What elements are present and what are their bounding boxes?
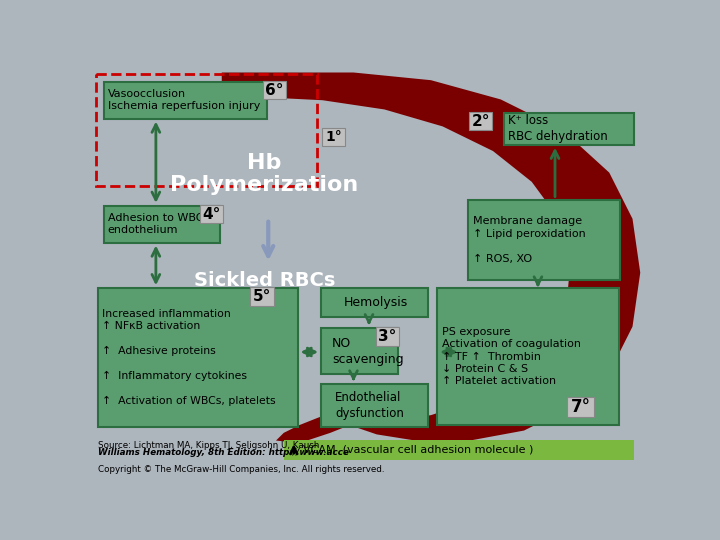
FancyBboxPatch shape [104,206,220,242]
Text: Williams Hematology, 8th Edition: http://www.acce: Williams Hematology, 8th Edition: http:/… [98,448,348,457]
FancyBboxPatch shape [376,327,399,346]
FancyBboxPatch shape [251,287,274,306]
FancyBboxPatch shape [263,81,286,99]
Text: 2°: 2° [472,113,490,129]
FancyBboxPatch shape [321,288,428,318]
Text: PS exposure
Activation of coagulation
↑ TF ↑  Thrombin
↓ Protein C & S
↑ Platele: PS exposure Activation of coagulation ↑ … [442,327,581,387]
FancyBboxPatch shape [98,288,297,427]
FancyBboxPatch shape [104,82,266,119]
Text: Vasoocclusion
Ischemia reperfusion injury: Vasoocclusion Ischemia reperfusion injur… [108,90,260,111]
Text: Hb
Polymerization: Hb Polymerization [170,153,359,195]
FancyBboxPatch shape [504,112,634,145]
FancyBboxPatch shape [469,112,492,130]
FancyBboxPatch shape [200,205,223,224]
Text: Endothelial
dysfunction: Endothelial dysfunction [335,391,404,420]
FancyBboxPatch shape [468,200,620,280]
Text: Increased inflammation
↑ NFκB activation

↑  Adhesive proteins

↑  Inflammatory : Increased inflammation ↑ NFκB activation… [102,309,276,406]
Text: Source: Lichtman MA, Kipps TJ, Seligsohn U, Kaush: Source: Lichtman MA, Kipps TJ, Seligsohn… [98,441,319,450]
Text: 3°: 3° [379,329,397,344]
Text: 4°: 4° [202,207,221,222]
FancyBboxPatch shape [567,397,594,417]
FancyBboxPatch shape [322,128,345,146]
Polygon shape [222,72,640,441]
Text: Hemolysis: Hemolysis [344,296,408,309]
Text: 7°: 7° [570,397,590,416]
Text: 6°: 6° [265,83,284,98]
Text: VCAM  (vascular cell adhesion molecule ): VCAM (vascular cell adhesion molecule ) [303,445,534,455]
FancyBboxPatch shape [321,384,428,427]
FancyBboxPatch shape [437,288,618,425]
Text: NO
scavenging: NO scavenging [332,337,403,366]
Text: Copyright © The McGraw-Hill Companies, Inc. All rights reserved.: Copyright © The McGraw-Hill Companies, I… [98,465,384,474]
FancyBboxPatch shape [321,328,398,374]
Text: Sickled RBCs: Sickled RBCs [194,271,335,290]
Text: K⁺ loss
RBC dehydration: K⁺ loss RBC dehydration [508,114,608,143]
Text: Membrane damage
↑ Lipid peroxidation

↑ ROS, XO: Membrane damage ↑ Lipid peroxidation ↑ R… [473,217,585,264]
FancyBboxPatch shape [284,440,634,460]
Text: Adhesion to WBCs,
endothelium: Adhesion to WBCs, endothelium [108,213,212,235]
Text: 1°: 1° [325,130,342,144]
Text: 5°: 5° [253,289,271,304]
Polygon shape [276,411,361,442]
